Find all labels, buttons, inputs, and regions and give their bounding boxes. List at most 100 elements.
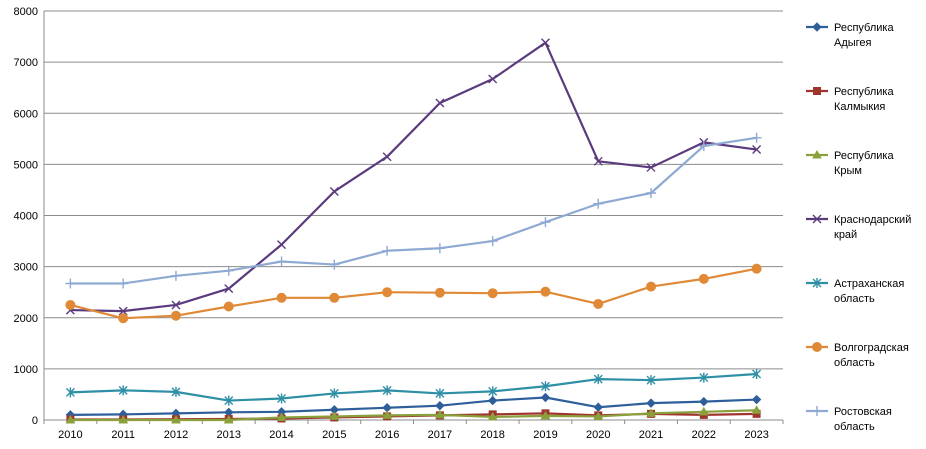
data-point [171,414,181,424]
data-point [646,188,657,199]
data-point [751,132,762,143]
data-point [118,313,129,324]
data-point [382,410,392,419]
axes: 0 1000 2000 3000 4000 5000 6000 7000 8000 2010 201… [14,6,784,441]
data-point [752,145,762,155]
series-4 [65,368,762,406]
data-point [540,410,551,420]
legend-label: Волгоградская [834,342,909,354]
data-point [646,398,656,408]
series-2 [65,405,762,424]
gridlines [44,10,783,370]
legend-item-5: Волгоградская область [806,342,909,369]
data-point [434,243,445,254]
data-point [329,292,340,303]
x-tick-label: 2014 [269,429,293,441]
data-point [487,288,498,299]
data-point [277,240,287,250]
legend-label: Республика [834,22,894,34]
data-point [488,386,498,397]
data-point [65,299,76,310]
series-line [70,396,757,416]
data-point [540,286,551,297]
legend-item-0: Республика Адыгея [806,22,894,49]
data-point [382,152,392,162]
legend-label: Республика [834,150,894,162]
data-point [540,217,551,228]
legend-item-4: Астраханская область [806,278,904,305]
data-point [382,245,393,256]
data-point [752,368,762,379]
legend-marker [812,22,822,32]
data-point [593,298,604,309]
data-point [329,186,339,196]
data-point [65,278,76,289]
data-point [382,385,392,396]
data-point [329,388,339,399]
data-point [698,406,709,416]
data-point [646,375,656,386]
y-tick-label: 5000 [14,159,38,171]
data-point [329,411,340,420]
data-point [593,411,604,420]
data-point [118,385,128,396]
x-tick-label: 2019 [533,429,557,441]
data-point [118,306,128,316]
legend-label: Республика [834,86,894,98]
data-point [118,278,129,289]
data-point [593,198,604,209]
x-tick-label: 2020 [586,429,610,441]
data-point [276,412,287,421]
data-point [434,287,445,298]
x-tick-label: 2023 [744,429,768,441]
y-tick-label: 3000 [14,262,38,274]
y-tick-label: 2000 [14,313,38,325]
data-point [487,236,498,247]
y-tick-label: 1000 [14,364,38,376]
legend-label: Калмыкия [834,101,885,113]
y-tick-label: 6000 [14,108,38,120]
data-point [540,38,550,48]
data-point [487,395,498,406]
legend-marker [812,406,822,416]
legend-item-2: Республика Крым [806,149,894,177]
data-point [171,300,181,310]
x-tick-label: 2016 [375,429,399,441]
series-3 [65,38,762,316]
data-point [488,74,498,84]
x-tick-label: 2022 [692,429,716,441]
series-lines [65,38,762,424]
data-point [751,405,762,414]
series-line [70,409,757,422]
legend-marker [813,87,821,95]
y-tick-label: 0 [32,415,38,427]
legend-label: область [834,293,875,305]
legend-label: Краснодарский [834,214,911,226]
data-point [646,408,656,417]
data-point [276,256,287,267]
data-point [698,140,709,151]
data-point [593,374,603,385]
data-point [65,414,76,424]
legend-item-3: Краснодарский край [806,214,911,241]
data-point [329,259,340,270]
legend-marker [812,214,822,224]
legend-label: Крым [834,165,862,177]
data-point [593,156,603,166]
x-tick-label: 2017 [428,429,452,441]
legend-item-1: Республика Калмыкия [806,86,894,113]
x-tick-label: 2015 [322,429,346,441]
data-point [699,372,709,383]
data-point [223,301,234,312]
legend: РеспубликаАдыгеяРеспубликаКалмыкияРеспуб… [806,22,911,433]
legend-label: край [834,229,857,241]
data-point [170,310,181,321]
data-point [751,394,762,405]
data-point [224,284,234,294]
x-tick-label: 2010 [58,429,82,441]
data-point [435,409,445,419]
x-tick-label: 2011 [111,429,135,441]
x-tick-label: 2021 [639,429,663,441]
data-point [65,387,75,398]
data-point [751,263,762,274]
